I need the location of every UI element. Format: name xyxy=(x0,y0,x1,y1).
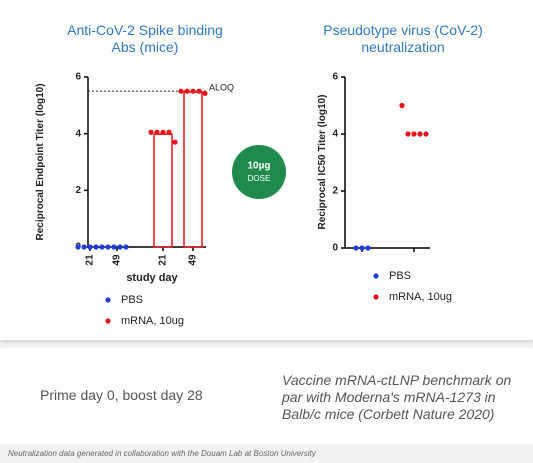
data-point xyxy=(359,245,365,251)
badge-dose: 10µg xyxy=(248,161,271,172)
data-point xyxy=(178,88,184,94)
data-point xyxy=(99,244,105,250)
data-point xyxy=(160,129,166,135)
legend-marker xyxy=(373,273,379,279)
bar xyxy=(183,91,203,248)
data-point xyxy=(87,244,93,250)
bar xyxy=(153,133,173,248)
data-point xyxy=(184,88,190,94)
legend-marker xyxy=(105,318,111,324)
footnote: Neutralization data generated in collabo… xyxy=(8,449,316,458)
data-point xyxy=(202,90,208,97)
data-point xyxy=(105,244,111,250)
legend-marker xyxy=(373,294,379,300)
legend-label: PBS xyxy=(389,270,411,282)
y-tick-label: 6 xyxy=(75,72,81,83)
data-point xyxy=(411,131,417,137)
data-point xyxy=(123,244,129,250)
data-point xyxy=(117,244,123,250)
dose-badge xyxy=(232,145,286,199)
y-tick-label: 0 xyxy=(332,243,338,254)
legend-label: PBS xyxy=(121,294,143,306)
y-tick-label: 4 xyxy=(75,128,81,139)
benchmark-note: Vaccine mRNA-ctLNP benchmark on par with… xyxy=(282,372,512,422)
chart-title: Pseudotype virus (CoV-2) neutralization xyxy=(323,22,483,55)
x-tick-label: 49 xyxy=(112,254,123,266)
y-tick-label: 2 xyxy=(332,186,338,197)
data-point xyxy=(190,88,196,94)
chart-title: Anti-CoV-2 Spike binding Abs (mice) xyxy=(67,22,223,55)
data-point xyxy=(423,131,429,137)
data-point xyxy=(365,245,371,251)
x-tick-label: 21 xyxy=(85,254,96,266)
schedule-note: Prime day 0, boost day 28 xyxy=(40,387,203,403)
y-tick-label: 6 xyxy=(332,72,338,83)
data-point xyxy=(75,244,81,250)
reference-label: ALOQ xyxy=(209,83,234,93)
data-point xyxy=(196,88,202,94)
data-point xyxy=(353,245,359,251)
legend-label: mRNA, 10ug xyxy=(389,291,452,303)
x-tick-label: 21 xyxy=(158,254,169,266)
legend-marker xyxy=(105,297,111,303)
notes-panel xyxy=(0,348,533,444)
data-point xyxy=(93,244,99,250)
data-point xyxy=(166,129,172,135)
data-point xyxy=(399,102,405,109)
badge-label: DOSE xyxy=(248,174,271,183)
data-point xyxy=(172,139,178,145)
x-axis-label: study day xyxy=(126,272,178,284)
data-point xyxy=(111,244,117,250)
y-tick-label: 2 xyxy=(75,185,81,196)
data-point xyxy=(148,129,154,135)
data-point xyxy=(417,131,423,137)
legend-label: mRNA, 10ug xyxy=(121,315,184,327)
data-point xyxy=(154,129,160,135)
data-point xyxy=(81,244,87,250)
y-tick-label: 4 xyxy=(332,129,338,140)
x-tick-label: 49 xyxy=(188,254,199,266)
data-point xyxy=(405,131,411,137)
